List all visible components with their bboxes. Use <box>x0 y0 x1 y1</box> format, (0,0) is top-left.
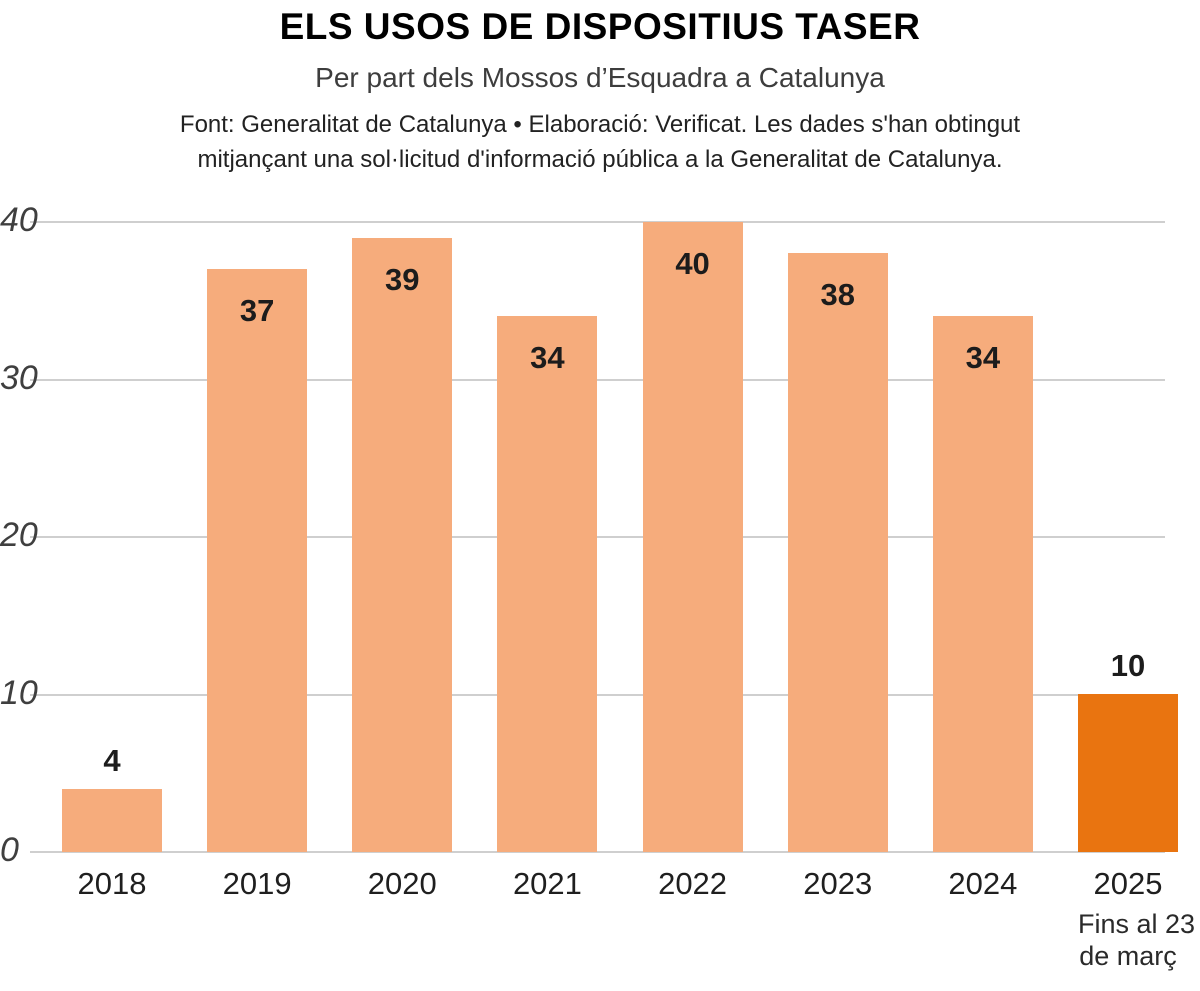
bar-column: 38 <box>787 222 888 852</box>
gridline <box>30 693 1165 696</box>
x-label-column: 2018 <box>62 866 162 973</box>
bar-column: 4 <box>62 222 162 852</box>
x-label-column: 2025 Fins al 23 de març <box>1077 866 1196 973</box>
bar-column: 40 <box>642 222 743 852</box>
x-axis-label: 2019 <box>222 866 292 901</box>
x-axis-labels: 2018 2019 2020 2021 2022 2023 2024 2025 Fins al … <box>0 866 1200 973</box>
x-label-column: 2022 <box>643 866 743 973</box>
gridline <box>30 378 1165 381</box>
x-axis-label: 2024 <box>948 866 1018 901</box>
bar-column: 10 <box>1077 222 1178 852</box>
note-line: Fins al 23 <box>1077 909 1196 939</box>
bar-column: 34 <box>932 222 1033 852</box>
bar-column: 37 <box>207 222 308 852</box>
x-axis-label: 2022 <box>658 866 728 901</box>
bar-value-label: 34 <box>530 340 565 375</box>
x-axis-label: 2021 <box>512 866 582 901</box>
y-tick-label: 0 <box>0 830 19 869</box>
chart-header: ELS USOS DE DISPOSITIUS TASER Per part d… <box>0 0 1200 178</box>
y-tick-label: 10 <box>0 673 38 712</box>
bar-value-label: 10 <box>1110 648 1146 683</box>
x-label-column: 2024 <box>933 866 1033 973</box>
x-label-column: 2019 <box>207 866 307 973</box>
bar-2019 <box>207 269 308 852</box>
x-axis-label: 2023 <box>803 866 873 901</box>
bar-2022 <box>642 222 743 852</box>
x-axis-label: 2020 <box>367 866 437 901</box>
bar-2025 <box>1077 694 1178 852</box>
bar-value-label: 38 <box>820 277 855 312</box>
bar-value-label: 40 <box>675 246 710 281</box>
x-axis-label: 2018 <box>77 866 147 901</box>
bar-2020 <box>352 238 453 852</box>
y-tick-label: 30 <box>0 358 38 397</box>
last-category-note: Fins al 23 de març <box>1077 908 1196 973</box>
chart-source-line1: Font: Generalitat de Catalunya • Elabora… <box>179 111 1021 138</box>
bar-2018 <box>62 789 162 852</box>
gridline <box>30 851 1165 853</box>
bar-2021 <box>497 316 598 852</box>
bar-value-label: 37 <box>239 293 275 328</box>
bar-2024 <box>932 316 1033 852</box>
y-tick-label: 40 <box>0 200 38 239</box>
bar-column: 39 <box>352 222 453 852</box>
gridline <box>30 221 1165 223</box>
bar-column: 34 <box>497 222 598 852</box>
bar-value-label: 34 <box>965 340 1001 375</box>
note-line: de març <box>1079 941 1177 972</box>
plot-area: 0 10 20 30 40 4 37 39 34 40 38 34 10 <box>0 201 1200 869</box>
chart-subtitle: Per part dels Mossos d’Esquadra a Catalu… <box>315 62 885 93</box>
x-axis-label: 2025 <box>1093 866 1163 901</box>
bar-columns: 4 37 39 34 40 38 34 10 <box>0 222 1200 852</box>
bar-value-label: 39 <box>385 262 420 297</box>
x-label-column: 2023 <box>788 866 888 973</box>
chart-source: Font: Generalitat de Catalunya • Elabora… <box>40 108 1160 178</box>
x-label-column: 2020 <box>352 866 452 973</box>
chart-source-line2: mitjançant una sol·licitud d'informació … <box>197 145 1003 173</box>
y-tick-label: 20 <box>0 515 38 554</box>
bar-2023 <box>787 253 888 852</box>
bar-value-label: 4 <box>103 743 121 778</box>
gridline <box>30 536 1165 538</box>
x-label-column: 2021 <box>497 866 597 973</box>
chart-title: ELS USOS DE DISPOSITIUS TASER <box>279 6 921 47</box>
bar-chart: 0 10 20 30 40 4 37 39 34 40 38 34 10 2018 2019 2020 202… <box>0 196 1200 973</box>
